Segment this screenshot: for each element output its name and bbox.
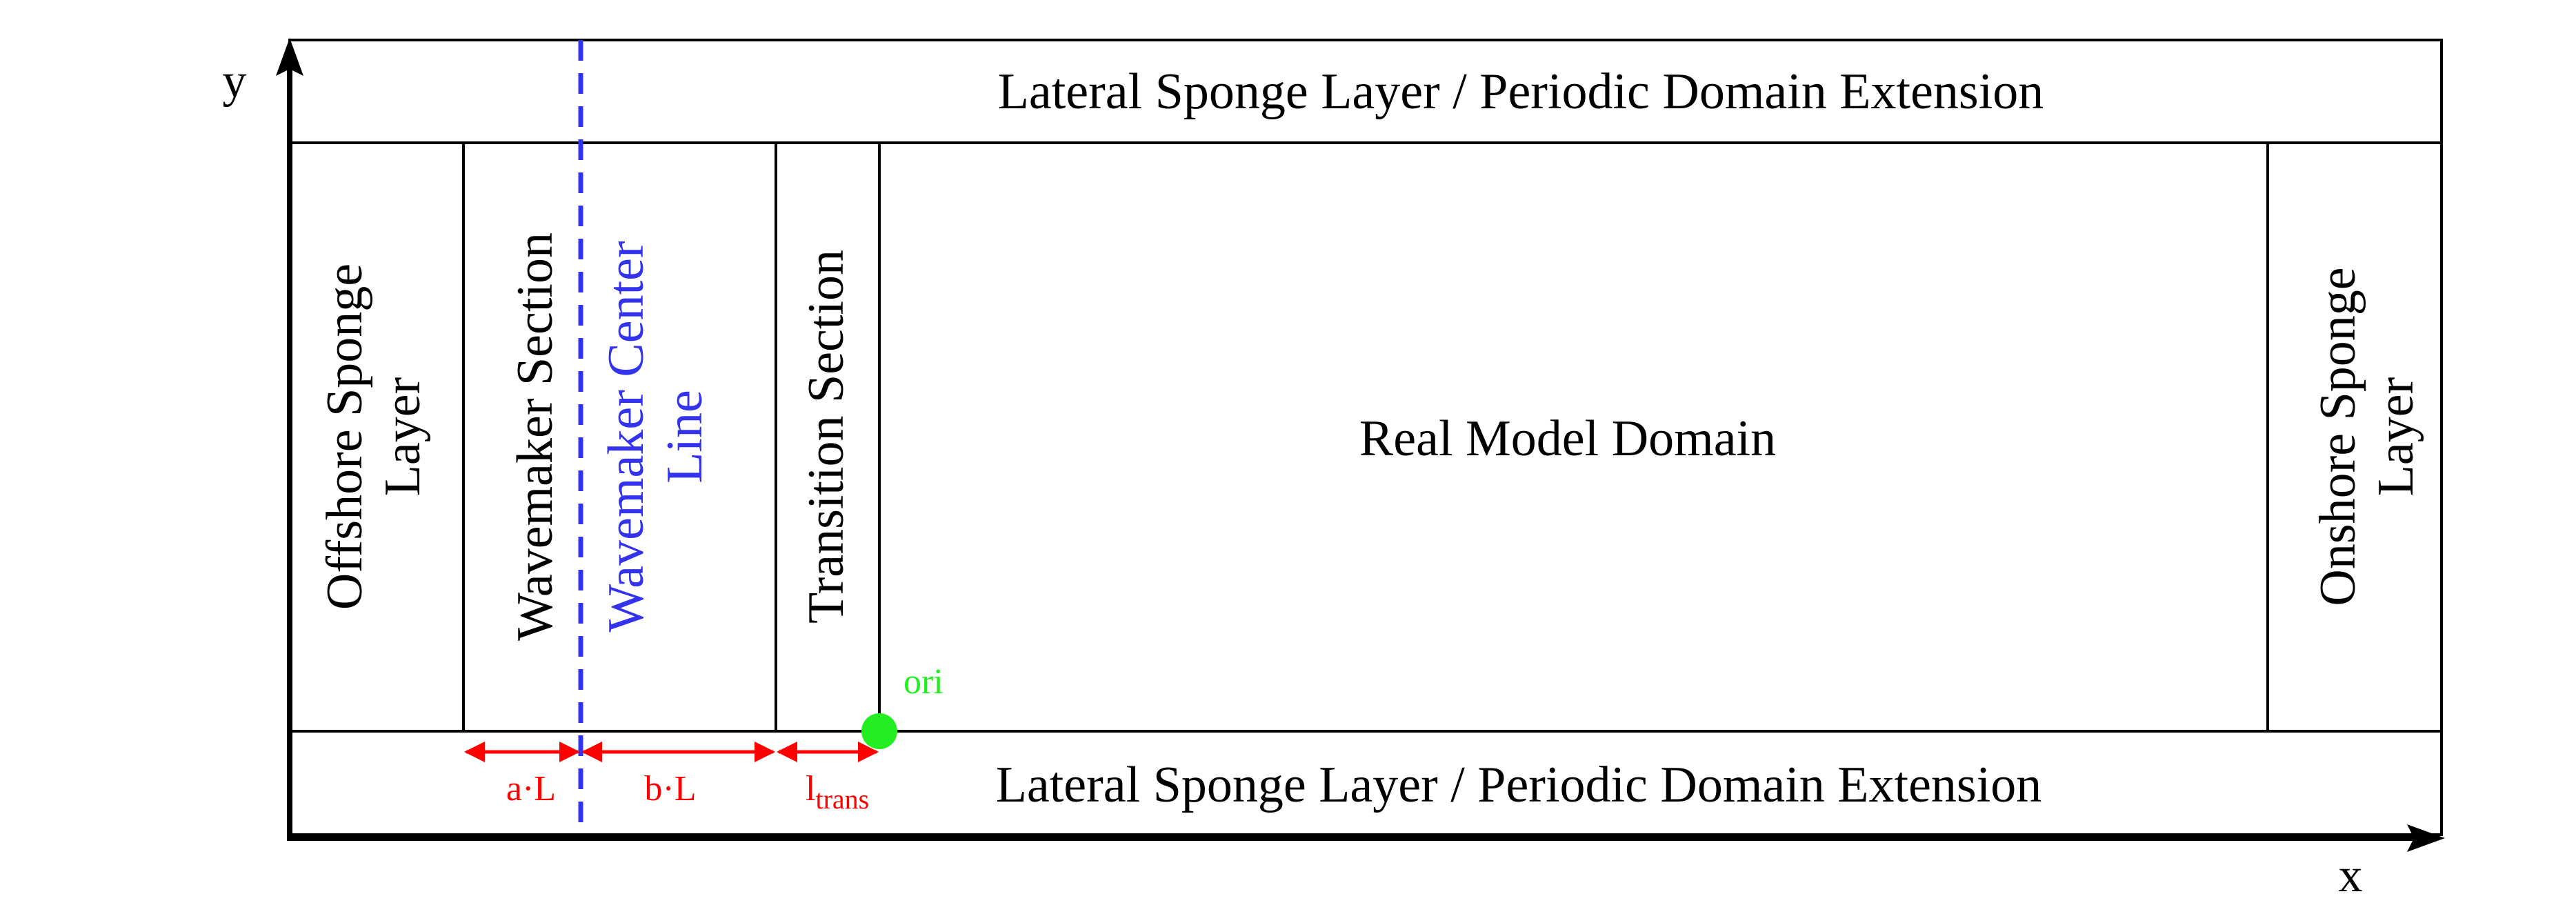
onshore-label: Onshore Sponge Layer bbox=[2310, 267, 2424, 606]
wavemaker-center-label: Wavemaker Center Line bbox=[598, 241, 713, 632]
l-trans-main: l bbox=[806, 769, 815, 808]
svg-text:Onshore Sponge: Onshore Sponge bbox=[2310, 267, 2366, 606]
offshore-label: Offshore Sponge Layer bbox=[317, 264, 431, 610]
b-length-label: b·L bbox=[644, 769, 696, 808]
x-axis-arrowhead bbox=[2407, 824, 2445, 852]
y-axis-arrowhead bbox=[276, 38, 303, 76]
svg-text:Layer: Layer bbox=[375, 377, 431, 497]
x-axis-label: x bbox=[2339, 849, 2363, 902]
svg-text:Layer: Layer bbox=[2368, 377, 2424, 497]
transition-label: Transition Section bbox=[798, 250, 855, 624]
y-axis-label: y bbox=[223, 54, 247, 108]
svg-text:Wavemaker Center: Wavemaker Center bbox=[598, 241, 655, 632]
svg-text:Wavemaker Section: Wavemaker Section bbox=[507, 232, 563, 641]
real-domain-label: Real Model Domain bbox=[1359, 410, 1776, 467]
origin-label: ori bbox=[903, 662, 943, 702]
wavemaker-section-label: Wavemaker Section bbox=[507, 232, 563, 641]
svg-text:Line: Line bbox=[657, 390, 713, 484]
svg-text:Offshore Sponge: Offshore Sponge bbox=[317, 264, 373, 610]
svg-text:Transition Section: Transition Section bbox=[798, 250, 855, 624]
lateral-bottom-label: Lateral Sponge Layer / Periodic Domain E… bbox=[996, 757, 2042, 813]
l-trans-label: ltrans bbox=[806, 769, 869, 815]
a-length-label: a·L bbox=[506, 769, 556, 808]
lateral-top-label: Lateral Sponge Layer / Periodic Domain E… bbox=[998, 63, 2044, 120]
l-trans-sub: trans bbox=[815, 784, 869, 815]
origin-point bbox=[861, 713, 897, 749]
